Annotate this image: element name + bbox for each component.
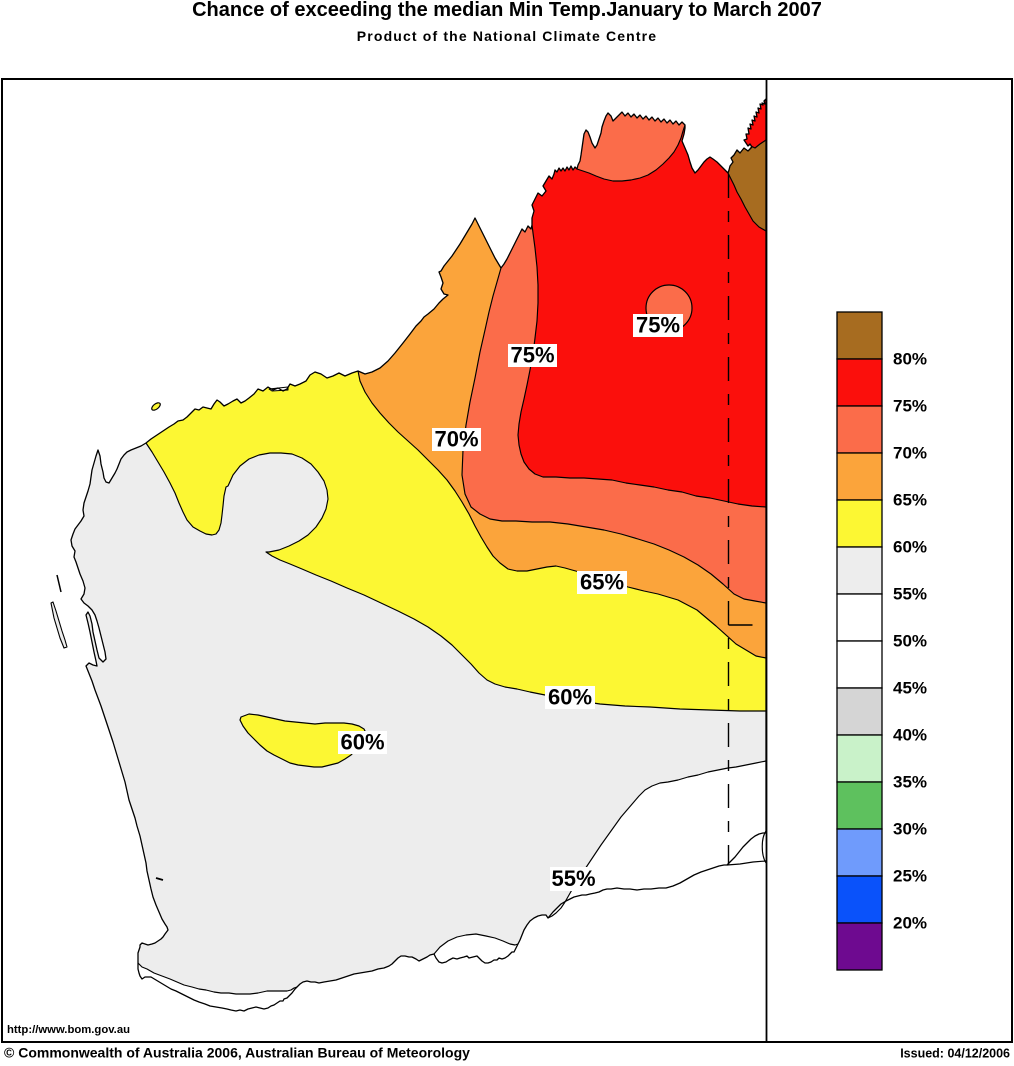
svg-text:Issued: 04/12/2006: Issued: 04/12/2006 [900, 1047, 1010, 1061]
svg-text:70%: 70% [434, 427, 478, 452]
svg-text:35%: 35% [893, 773, 927, 792]
svg-text:80%: 80% [893, 350, 927, 369]
svg-text:© Commonwealth of Australia 20: © Commonwealth of Australia 2006, Austra… [4, 1045, 470, 1061]
svg-text:20%: 20% [893, 914, 927, 933]
svg-text:75%: 75% [893, 397, 927, 416]
svg-text:http://www.bom.gov.au: http://www.bom.gov.au [7, 1024, 130, 1036]
svg-text:70%: 70% [893, 444, 927, 463]
svg-text:50%: 50% [893, 632, 927, 651]
svg-text:25%: 25% [893, 867, 927, 886]
svg-text:55%: 55% [551, 866, 595, 891]
svg-text:55%: 55% [893, 585, 927, 604]
svg-text:Chance of exceeding the median: Chance of exceeding the median Min Temp.… [192, 0, 822, 21]
svg-text:60%: 60% [893, 538, 927, 557]
svg-text:45%: 45% [893, 679, 927, 698]
svg-text:65%: 65% [580, 570, 624, 595]
svg-text:60%: 60% [340, 730, 384, 755]
svg-text:75%: 75% [510, 343, 554, 368]
svg-text:75%: 75% [636, 313, 680, 338]
svg-text:40%: 40% [893, 726, 927, 745]
svg-text:60%: 60% [548, 685, 592, 710]
svg-text:65%: 65% [893, 491, 927, 510]
svg-text:Product of the National Climat: Product of the National Climate Centre [357, 28, 657, 44]
svg-text:30%: 30% [893, 820, 927, 839]
